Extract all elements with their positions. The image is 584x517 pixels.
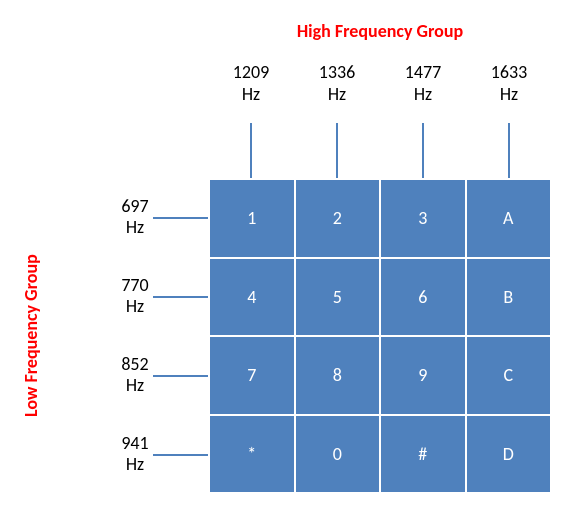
grid-cell: 6 (381, 259, 465, 336)
column-label: 1477Hz (393, 62, 453, 105)
horizontal-tick (153, 217, 208, 219)
grid-cell: 8 (296, 337, 380, 414)
horizontal-tick (153, 454, 208, 456)
grid-cell: 0 (296, 416, 380, 493)
grid-cell: B (467, 259, 551, 336)
low-frequency-group-title: Low Frequency Group (20, 178, 42, 494)
grid-cell: C (467, 337, 551, 414)
column-label: 1336Hz (307, 62, 367, 105)
grid-cell: A (467, 180, 551, 257)
grid-cell: D (467, 416, 551, 493)
grid-cell: # (381, 416, 465, 493)
column-label: 1633Hz (479, 62, 539, 105)
grid-cell: 4 (210, 259, 294, 336)
grid-cell: * (210, 416, 294, 493)
vertical-tick (250, 123, 252, 178)
grid-cell: 2 (296, 180, 380, 257)
grid-cell: 5 (296, 259, 380, 336)
grid-cell: 7 (210, 337, 294, 414)
horizontal-tick (153, 296, 208, 298)
dtmf-diagram: High Frequency Group Low Frequency Group… (0, 0, 584, 517)
grid-cell: 9 (381, 337, 465, 414)
horizontal-tick (153, 375, 208, 377)
grid-cell: 1 (210, 180, 294, 257)
vertical-tick (422, 123, 424, 178)
column-label: 1209Hz (221, 62, 281, 105)
high-frequency-group-title: High Frequency Group (208, 20, 552, 42)
vertical-tick (508, 123, 510, 178)
frequency-grid: 123A 456B 789C *0#D (208, 178, 552, 494)
grid-cell: 3 (381, 180, 465, 257)
vertical-tick (336, 123, 338, 178)
